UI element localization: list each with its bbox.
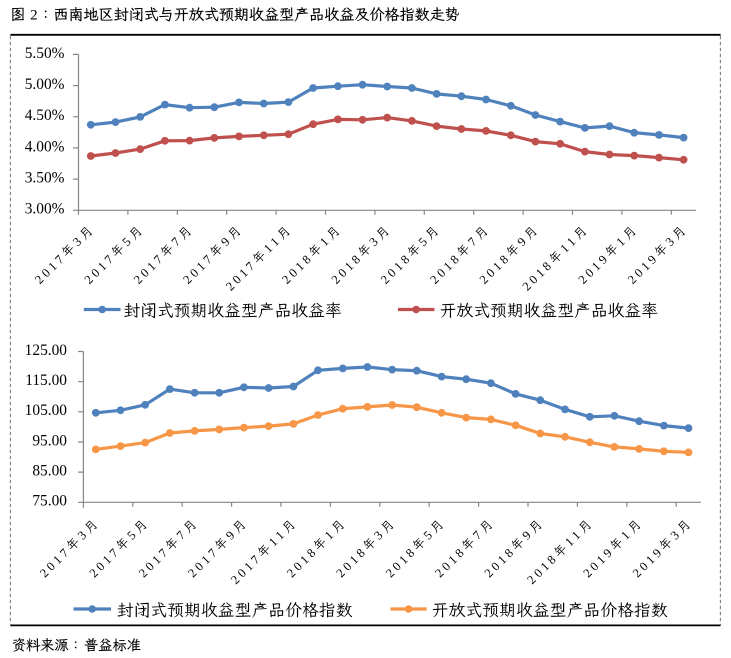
svg-text:4.00%: 4.00% [25, 138, 65, 155]
svg-text:85.00: 85.00 [32, 463, 67, 480]
svg-text:5.50%: 5.50% [25, 45, 65, 62]
svg-text:2: 2 [30, 8, 37, 24]
svg-text:95.00: 95.00 [32, 432, 67, 449]
svg-text:125.00: 125.00 [25, 342, 68, 359]
svg-text:115.00: 115.00 [25, 372, 67, 389]
svg-text:3.00%: 3.00% [25, 201, 65, 218]
svg-text:105.00: 105.00 [25, 402, 68, 419]
svg-text:75.00: 75.00 [32, 493, 67, 510]
svg-text:3.50%: 3.50% [25, 170, 65, 187]
svg-text:5.00%: 5.00% [25, 76, 65, 93]
svg-text:4.50%: 4.50% [25, 107, 65, 124]
